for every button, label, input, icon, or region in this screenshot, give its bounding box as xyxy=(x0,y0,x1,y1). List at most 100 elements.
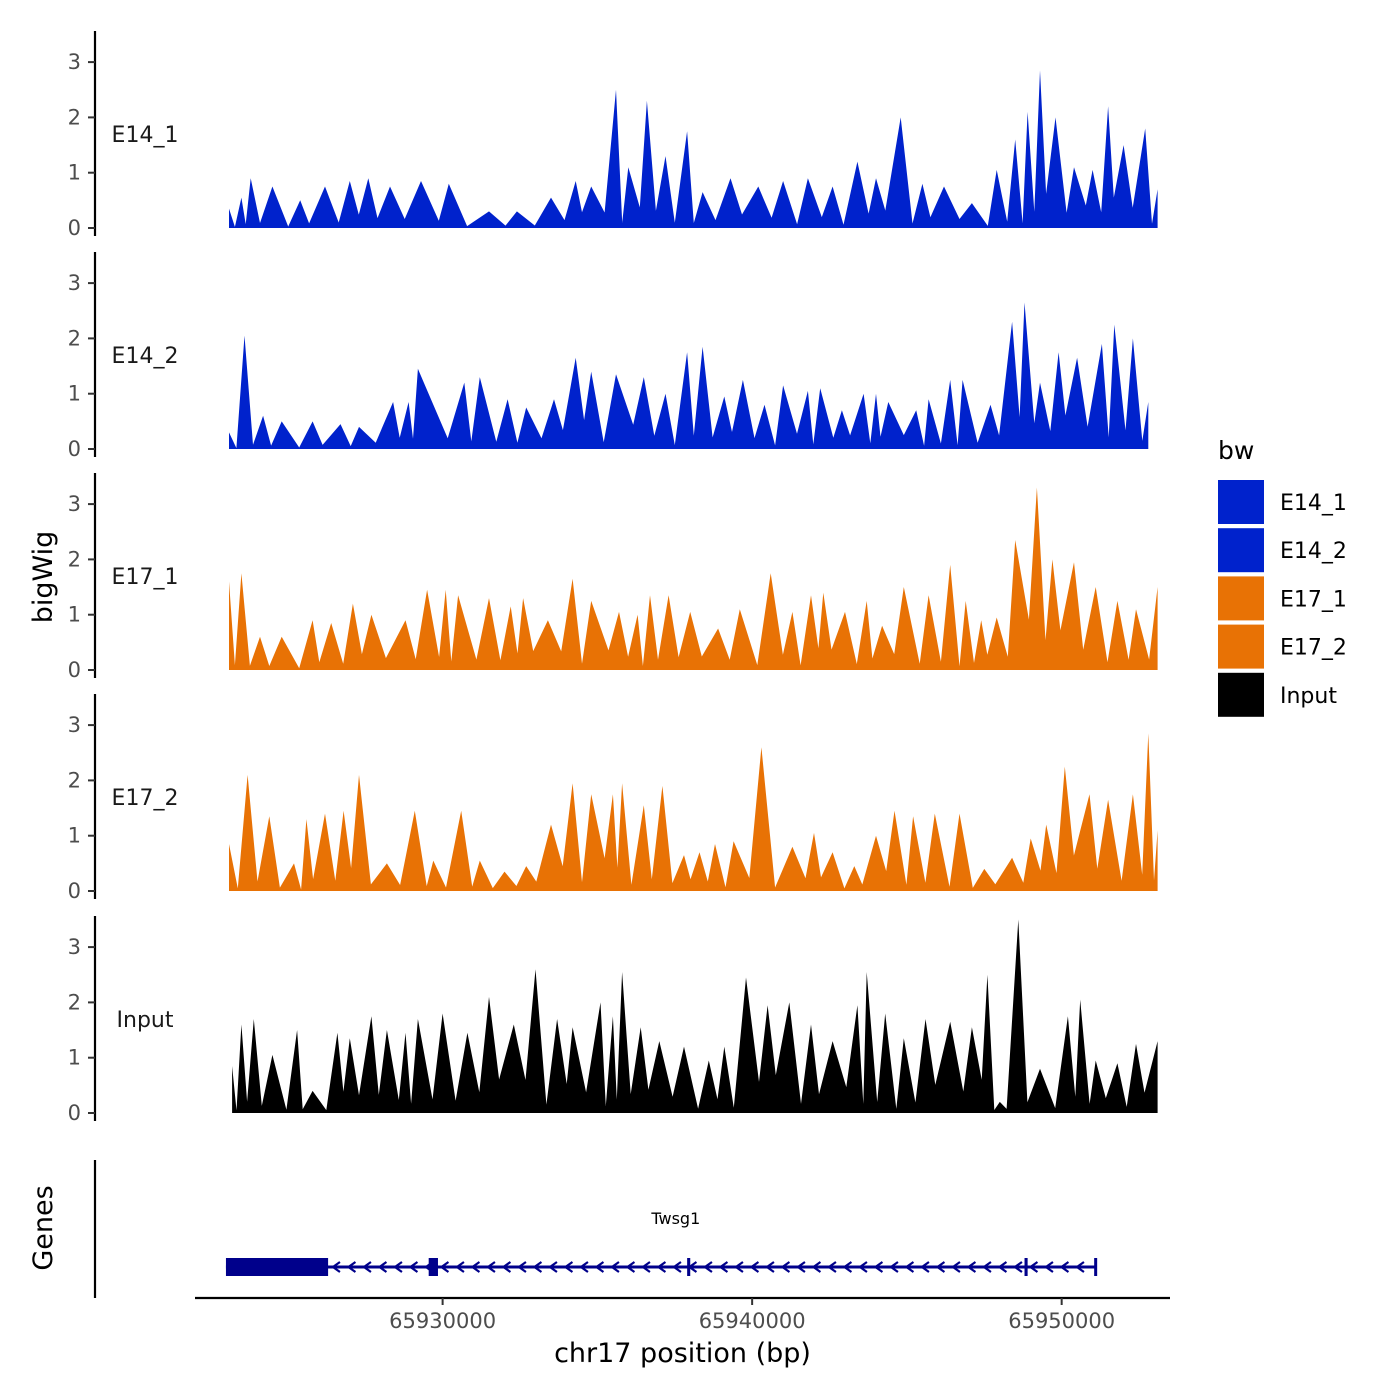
strand-arrow xyxy=(470,1261,481,1273)
track-label: E17_1 xyxy=(112,565,179,590)
strand-arrow xyxy=(982,1261,992,1273)
strand-arrow xyxy=(935,1261,946,1273)
strand-arrow xyxy=(780,1261,791,1273)
strand-arrow xyxy=(920,1261,930,1273)
strand-arrow xyxy=(548,1261,558,1273)
strand-arrow xyxy=(486,1261,496,1273)
y-tick-label: 3 xyxy=(68,271,81,295)
legend-key-e17-2 xyxy=(1218,624,1264,669)
legend-key-e14-2 xyxy=(1218,528,1264,573)
signal-area xyxy=(229,487,1158,670)
strand-arrow xyxy=(501,1261,512,1273)
y-tick-label: 0 xyxy=(68,437,81,461)
strand-arrow xyxy=(827,1261,837,1273)
track-label: E17_2 xyxy=(112,786,179,811)
gene-exon xyxy=(225,1258,329,1276)
strand-arrow xyxy=(610,1261,620,1273)
strand-arrow xyxy=(656,1261,667,1273)
legend-key-e14-1 xyxy=(1218,480,1264,524)
strand-arrow xyxy=(517,1261,527,1273)
strand-arrow xyxy=(563,1261,574,1273)
strand-arrow xyxy=(362,1261,372,1273)
y-tick-label: 1 xyxy=(68,161,81,185)
strand-arrow xyxy=(951,1261,961,1273)
strand-arrow xyxy=(1028,1261,1039,1273)
track-panel-e14-1: 0 1 2 3 E14_1 xyxy=(68,31,1158,240)
signal-area xyxy=(229,70,1158,229)
legend-label: E17_1 xyxy=(1280,587,1347,612)
legend-label: E14_2 xyxy=(1280,539,1347,564)
y-tick-label: 1 xyxy=(68,1046,81,1070)
strand-arrow xyxy=(889,1261,899,1273)
genes-axis-title: Genes xyxy=(28,1185,59,1270)
legend-key-e17-1 xyxy=(1218,576,1264,621)
track-panel-input: 0 1 2 3 Input xyxy=(68,916,1158,1125)
legend-key-input xyxy=(1218,672,1264,717)
y-axis-title: bigWig xyxy=(28,531,59,624)
legend: bw E14_1 E14_2 E17_1 E17_2 Input xyxy=(1218,436,1347,717)
strand-arrow xyxy=(904,1261,915,1273)
y-tick-label: 2 xyxy=(68,105,81,129)
strand-arrow xyxy=(625,1261,636,1273)
strand-arrow xyxy=(1044,1261,1054,1273)
genes-title-group: Genes xyxy=(28,1185,59,1270)
strand-arrow xyxy=(594,1261,605,1273)
y-tick-label: 2 xyxy=(68,990,81,1014)
gene-exon xyxy=(1024,1258,1028,1276)
strand-arrow xyxy=(796,1261,806,1273)
strand-arrow xyxy=(672,1261,682,1273)
strand-arrow xyxy=(997,1261,1008,1273)
y-tick-label: 0 xyxy=(68,658,81,682)
y-tick-label: 2 xyxy=(68,547,81,571)
strand-arrow xyxy=(346,1261,357,1273)
signal-area xyxy=(229,302,1149,449)
legend-title: bw xyxy=(1218,436,1254,465)
y-tick-label: 3 xyxy=(68,50,81,74)
strand-arrow xyxy=(858,1261,868,1273)
y-tick-label: 1 xyxy=(68,382,81,406)
track-label: E14_2 xyxy=(112,344,179,369)
strand-arrow xyxy=(765,1261,775,1273)
x-tick-label: 65930000 xyxy=(389,1309,496,1333)
y-tick-label: 3 xyxy=(68,935,81,959)
strand-arrow xyxy=(408,1261,419,1273)
x-tick-label: 65950000 xyxy=(1008,1309,1115,1333)
strand-arrow xyxy=(873,1261,884,1273)
strand-arrow xyxy=(1075,1261,1085,1273)
y-tick-label: 0 xyxy=(68,216,81,240)
gene-exon xyxy=(428,1258,438,1276)
strand-arrow xyxy=(532,1261,543,1273)
legend-label: E17_2 xyxy=(1280,636,1347,661)
track-panel-e17-2: 0 1 2 3 E17_2 xyxy=(68,694,1158,903)
gene-exon xyxy=(687,1258,691,1276)
track-panel-e14-2: 0 1 2 3 E14_2 xyxy=(68,252,1149,461)
y-tick-label: 3 xyxy=(68,492,81,516)
strand-arrow xyxy=(811,1261,822,1273)
y-tick-label: 0 xyxy=(68,1101,81,1125)
strand-arrow xyxy=(842,1261,853,1273)
strand-arrow xyxy=(579,1261,589,1273)
strand-arrow xyxy=(455,1261,465,1273)
signal-area xyxy=(232,919,1158,1113)
legend-label: Input xyxy=(1280,684,1337,709)
gene-name-label: Twsg1 xyxy=(650,1209,700,1228)
strand-arrow xyxy=(393,1261,403,1273)
strand-arrow xyxy=(1059,1261,1070,1273)
strand-arrow xyxy=(703,1261,713,1273)
strand-arrow xyxy=(439,1261,450,1273)
signal-area xyxy=(229,733,1158,891)
strand-arrow xyxy=(641,1261,651,1273)
x-tick-label: 65940000 xyxy=(699,1309,806,1333)
y-tick-label: 1 xyxy=(68,603,81,627)
strand-arrow xyxy=(749,1261,760,1273)
x-axis-title: chr17 position (bp) xyxy=(554,1338,811,1369)
legend-label: E14_1 xyxy=(1280,491,1347,516)
y-tick-label: 0 xyxy=(68,879,81,903)
strand-arrow xyxy=(331,1261,341,1273)
y-tick-label: 3 xyxy=(68,713,81,737)
y-axis-title-group: bigWig xyxy=(28,531,59,624)
strand-arrow xyxy=(1013,1261,1023,1273)
y-tick-label: 1 xyxy=(68,824,81,848)
gene-exon xyxy=(1094,1258,1098,1276)
